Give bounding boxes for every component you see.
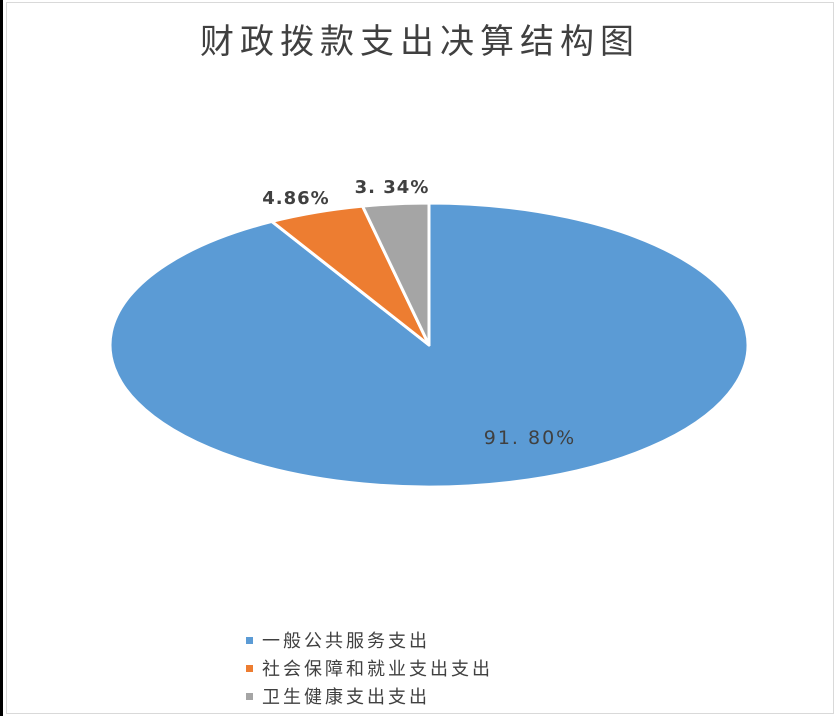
legend-marker-health <box>246 692 253 700</box>
chart-frame <box>6 2 834 714</box>
legend-label-health: 卫生健康支出支出 <box>262 687 430 708</box>
data-label-general-public-services: 91. 80% <box>484 427 577 449</box>
legend-marker-social-security-employment <box>246 664 253 672</box>
legend-item-social-security-employment: 社会保障和就业支出支出 <box>246 654 493 682</box>
legend-item-health: 卫生健康支出支出 <box>246 682 493 710</box>
data-label-health: 3. 34% <box>355 177 430 198</box>
legend-item-general-public-services: 一般公共服务支出 <box>246 626 493 654</box>
legend-label-general-public-services: 一般公共服务支出 <box>262 631 430 652</box>
pie-data-labels: 91. 80% 4.86% 3. 34% <box>262 177 577 449</box>
left-edge-bar <box>0 0 3 716</box>
pie-chart: 91. 80% 4.86% 3. 34% <box>108 177 750 489</box>
legend-label-social-security-employment: 社会保障和就业支出支出 <box>262 659 493 680</box>
pie-slices <box>108 201 750 489</box>
data-label-social-security-employment: 4.86% <box>262 188 329 209</box>
chart-title: 财政拨款支出决算结构图 <box>200 22 640 62</box>
legend-marker-general-public-services <box>246 636 253 644</box>
chart-legend: 一般公共服务支出社会保障和就业支出支出 卫生健康支出支出 <box>246 626 493 710</box>
pie-slice-health <box>361 201 431 347</box>
